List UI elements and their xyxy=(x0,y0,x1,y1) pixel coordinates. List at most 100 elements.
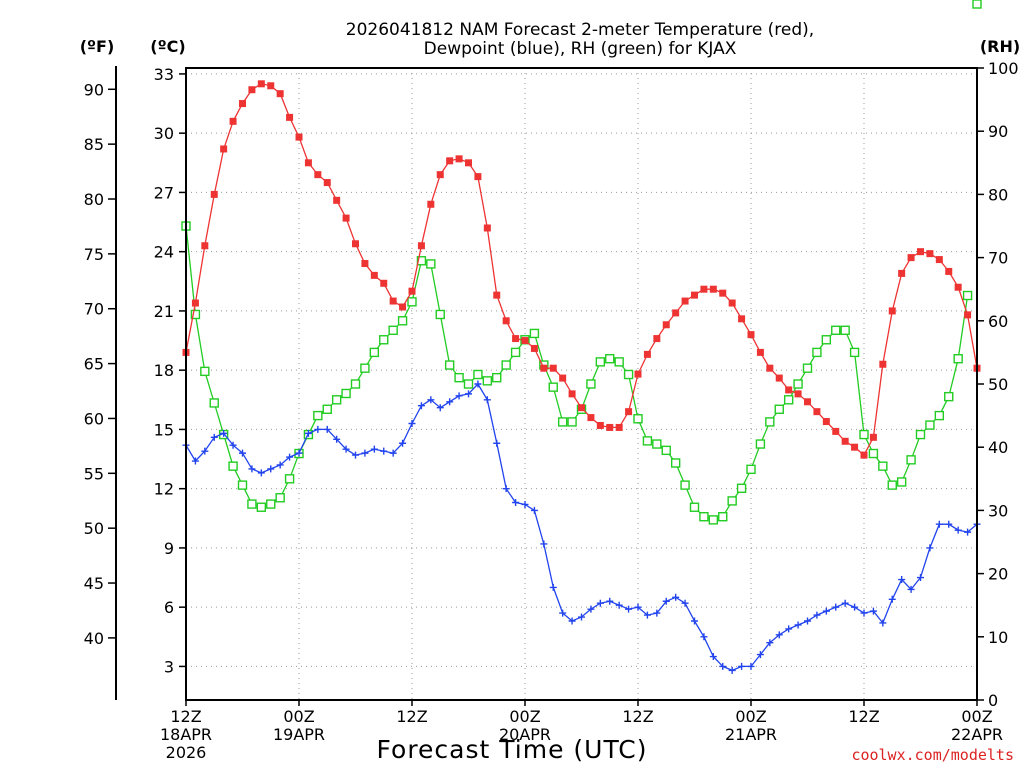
dewpoint-point xyxy=(465,390,472,398)
rh-point xyxy=(783,395,794,405)
rh-tick-label: 70 xyxy=(988,249,1008,268)
dewpoint-point xyxy=(578,613,585,621)
time-tick-label: 12Z xyxy=(848,707,879,726)
temperature-point xyxy=(625,408,633,416)
rh-point xyxy=(200,366,210,377)
temperature-point xyxy=(681,297,689,305)
temperature-point xyxy=(276,90,284,98)
temperature-point xyxy=(408,287,416,295)
rh-point xyxy=(397,316,408,326)
rh-tick-label: 10 xyxy=(988,628,1008,647)
time-tick-label: 2026 xyxy=(166,743,207,762)
rh-point xyxy=(708,515,719,525)
celsius-tick-label: 15 xyxy=(154,420,174,439)
temperature-point xyxy=(465,159,472,167)
time-tick-label: 12Z xyxy=(396,707,427,726)
celsius-tick-label: 9 xyxy=(164,539,174,558)
rh-axis: 0 10 20 30 40 50 60 70 80 90 100 xyxy=(977,59,1019,710)
fahrenheit-tick-label: 70 xyxy=(84,300,104,319)
temperature-point xyxy=(653,335,661,343)
fahrenheit-tick-label: 90 xyxy=(84,80,104,99)
rh-line xyxy=(185,225,969,521)
rh-point xyxy=(605,354,615,364)
dewpoint-point xyxy=(672,593,680,601)
rh-point xyxy=(379,335,389,345)
rh-point xyxy=(972,0,982,9)
fahrenheit-tick-label: 45 xyxy=(84,574,104,593)
time-tick-label: 18APR xyxy=(160,725,212,744)
rh-point xyxy=(802,363,813,373)
dewpoint-point xyxy=(954,526,962,534)
rh-point xyxy=(670,458,681,468)
fahrenheit-tick-label: 85 xyxy=(84,135,104,154)
dewpoint-point xyxy=(756,651,764,659)
temperature-point xyxy=(926,250,934,258)
plot-frame xyxy=(185,67,978,701)
celsius-tick-label: 27 xyxy=(154,183,174,202)
temperature-point xyxy=(785,386,793,394)
temperature-point xyxy=(700,285,708,293)
dewpoint-point xyxy=(286,453,294,461)
temperature-point xyxy=(474,173,482,181)
rh-point xyxy=(350,379,361,389)
rh-point xyxy=(859,429,869,440)
celsius-tick-label: 18 xyxy=(154,361,174,380)
rh-point xyxy=(652,439,662,449)
dewpoint-point xyxy=(681,599,689,607)
dewpoint-point xyxy=(417,402,425,410)
dewpoint-point xyxy=(257,469,265,477)
celsius-tick-label: 21 xyxy=(154,302,174,321)
dewpoint-point xyxy=(549,583,557,591)
temperature-point xyxy=(935,256,943,264)
dewpoint-point xyxy=(738,662,746,670)
temperature-point xyxy=(239,100,246,108)
rh-point xyxy=(642,436,653,446)
rh-tick-label: 0 xyxy=(988,691,998,710)
rh-tick-label: 100 xyxy=(988,59,1019,78)
rh-point xyxy=(586,379,596,389)
rh-point xyxy=(812,347,822,358)
dewpoint-point xyxy=(926,544,934,552)
dewpoint-point xyxy=(832,603,840,611)
rh-point xyxy=(868,448,879,459)
rh-point xyxy=(849,347,860,358)
dewpoint-point xyxy=(691,617,698,625)
temperature-point xyxy=(860,451,868,459)
celsius-unit-label: (ºC) xyxy=(150,37,185,56)
temperature-point xyxy=(380,279,388,287)
dewpoint-point xyxy=(512,499,520,506)
temperature-point xyxy=(587,414,595,422)
rh-unit-label: (RH) xyxy=(980,37,1020,56)
rh-point xyxy=(614,357,624,367)
rh-point xyxy=(266,499,276,509)
dewpoint-point xyxy=(521,500,529,508)
temperature-point xyxy=(766,364,774,372)
temperature-point xyxy=(248,86,256,94)
temperature-point xyxy=(709,285,717,293)
time-tick-label: 00Z xyxy=(283,707,314,726)
dewpoint-point xyxy=(794,621,802,629)
temperature-point xyxy=(314,171,322,179)
dewpoint-point xyxy=(879,619,887,627)
dewpoint-point xyxy=(606,597,614,605)
dewpoint-point xyxy=(314,425,322,433)
dewpoint-point xyxy=(352,451,359,459)
temperature-point xyxy=(615,423,623,431)
temperature-point xyxy=(342,214,350,222)
rh-point xyxy=(557,417,568,427)
dewpoint-point xyxy=(191,457,199,465)
temperature-point xyxy=(521,337,529,345)
dewpoint-point xyxy=(700,633,708,641)
dewpoint-point xyxy=(813,611,821,619)
dewpoint-point xyxy=(361,449,369,457)
dewpoint-point xyxy=(964,528,972,536)
temperature-point xyxy=(446,157,454,165)
rh-point xyxy=(699,512,709,522)
temperature-point xyxy=(512,335,520,343)
dewpoint-point xyxy=(493,439,501,447)
dewpoint-point xyxy=(389,449,397,457)
temperature-point xyxy=(201,242,209,250)
dewpoint-point xyxy=(323,425,331,433)
